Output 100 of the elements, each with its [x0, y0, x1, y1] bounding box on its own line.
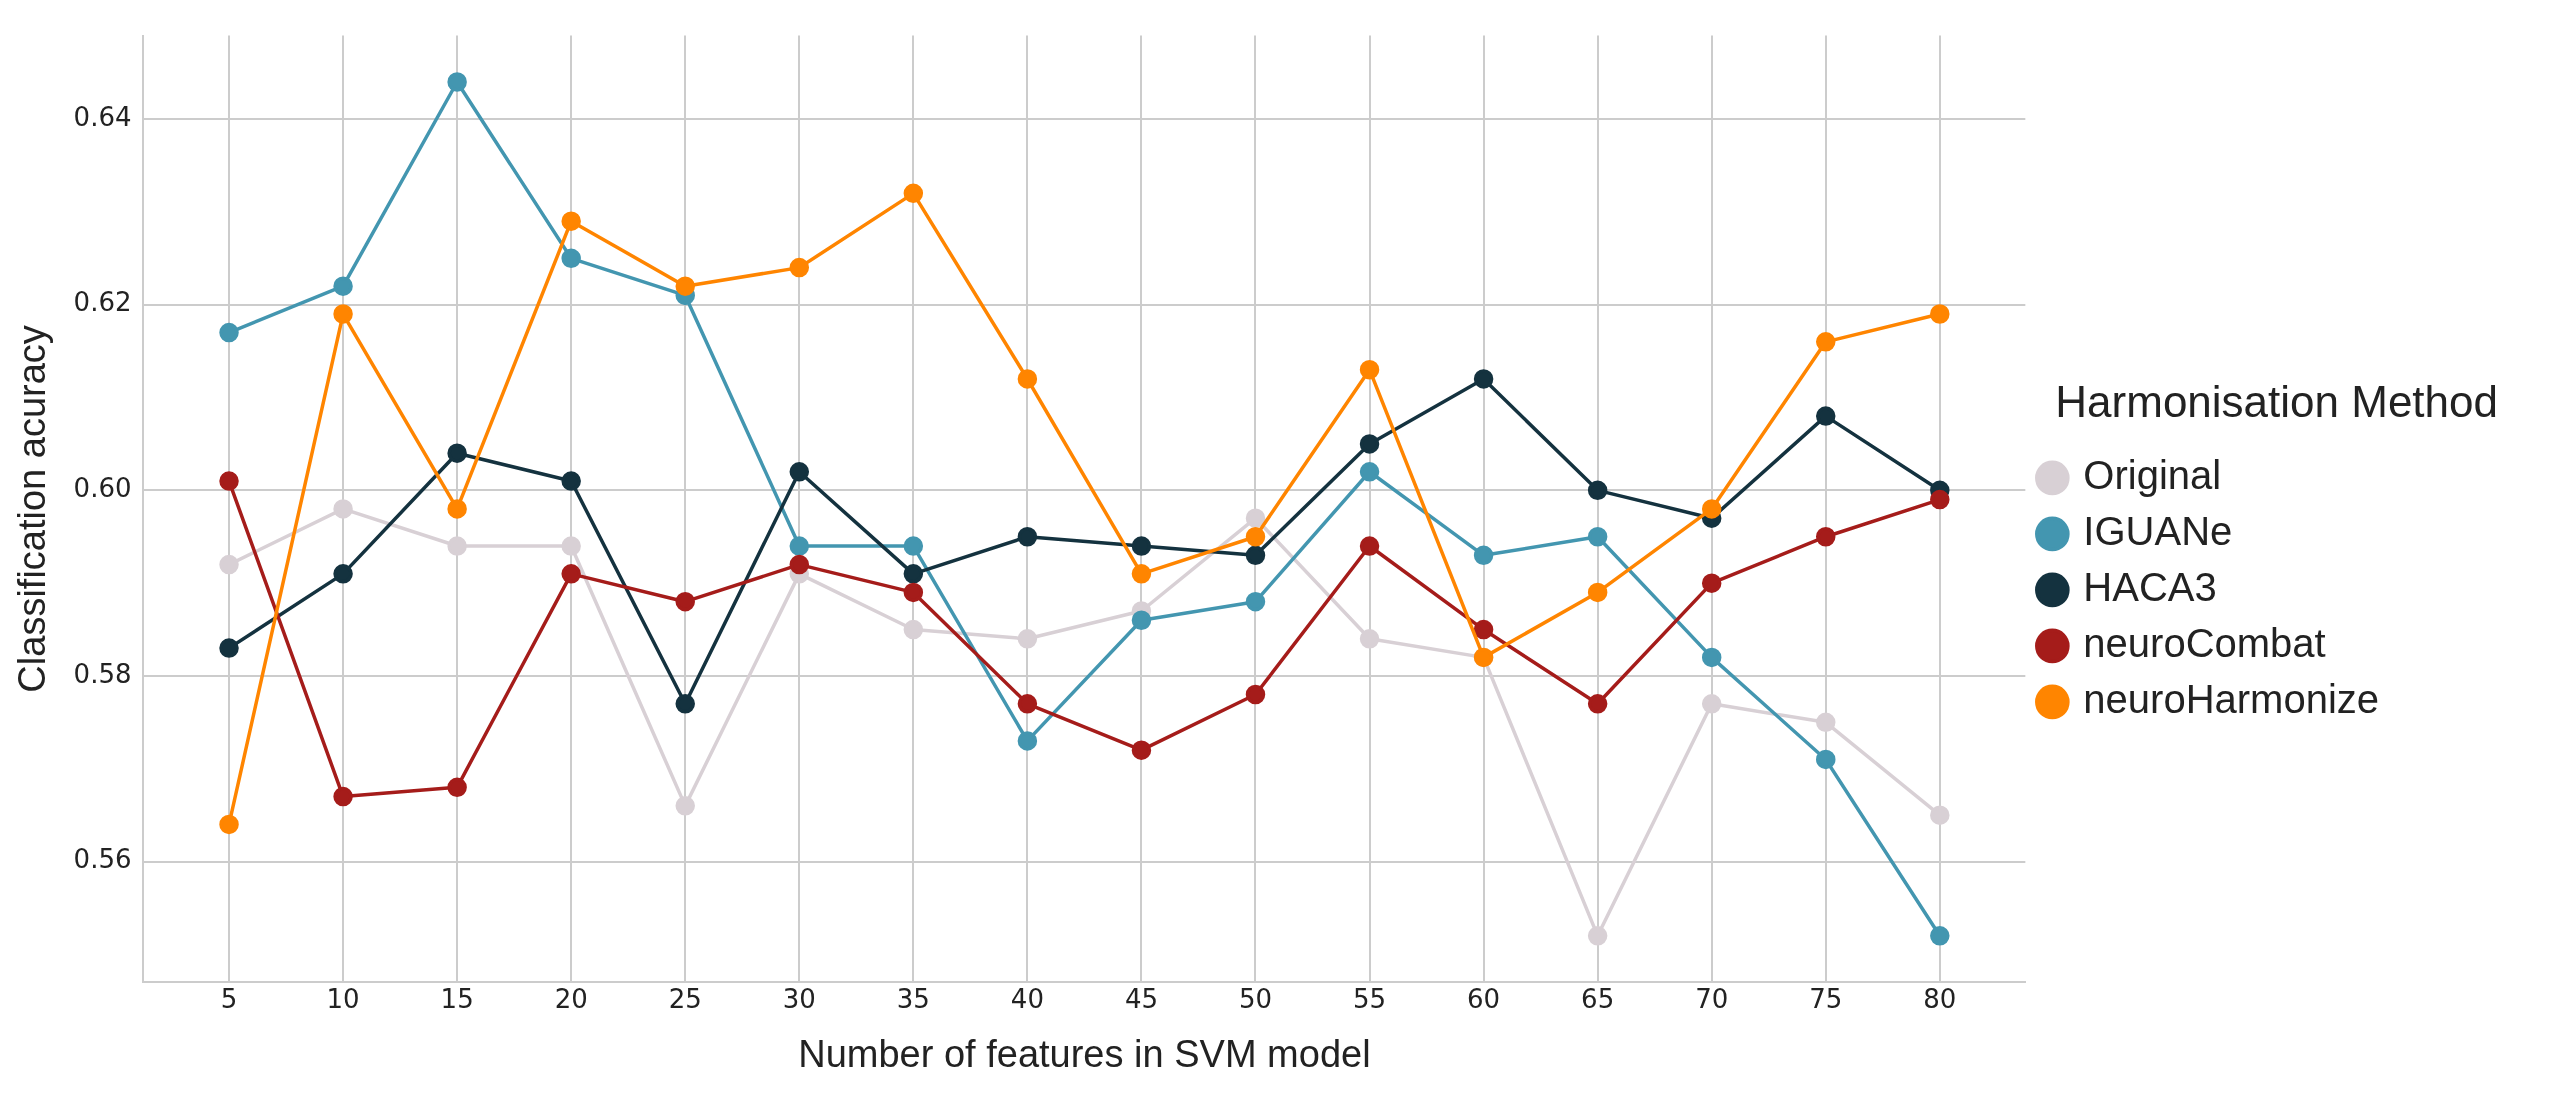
point	[333, 564, 353, 584]
point	[333, 276, 353, 296]
point	[447, 777, 467, 798]
point	[561, 248, 581, 269]
x-tick-label: 50	[1238, 983, 1273, 1014]
point	[1587, 926, 1608, 946]
legend-label: IGUANe	[2083, 508, 2233, 553]
x-tick-label: 40	[1010, 983, 1044, 1014]
point	[1131, 740, 1152, 760]
point	[1587, 480, 1608, 501]
x-tick-label: 15	[440, 983, 474, 1014]
point	[903, 183, 924, 204]
point	[1017, 629, 1038, 649]
point	[903, 619, 924, 640]
x-tick-label: 45	[1124, 983, 1158, 1014]
x-tick-label: 30	[782, 983, 816, 1014]
point	[903, 582, 924, 603]
point	[1245, 545, 1266, 566]
point	[1017, 731, 1038, 751]
y-tick-label: 0.58	[73, 658, 132, 689]
x-tick-label: 20	[554, 983, 588, 1014]
point	[447, 443, 467, 463]
y-tick-label: 0.56	[73, 844, 132, 875]
point	[1473, 369, 1494, 389]
point	[1701, 647, 1722, 668]
y-axis-title: Classification acuracy	[11, 325, 54, 693]
point	[1816, 749, 1836, 770]
x-tick-label: 25	[668, 983, 702, 1014]
point	[219, 322, 239, 343]
point	[675, 694, 695, 714]
x-tick-label: 75	[1809, 983, 1843, 1014]
point	[1930, 926, 1950, 946]
point	[1017, 694, 1038, 714]
point	[1245, 591, 1266, 612]
point	[903, 536, 924, 556]
point	[1131, 536, 1152, 556]
point	[1245, 508, 1266, 528]
point	[675, 796, 695, 816]
legend-label: neuroCombat	[2083, 620, 2326, 665]
x-axis-title: Number of features in SVM model	[798, 1032, 1371, 1075]
point	[1245, 684, 1266, 705]
point	[1131, 610, 1152, 631]
point	[1816, 712, 1836, 733]
point	[447, 72, 467, 92]
x-tick-label: 5	[220, 983, 238, 1014]
point	[1587, 582, 1608, 603]
point	[561, 564, 581, 584]
point	[1359, 434, 1380, 454]
point	[219, 554, 239, 575]
point	[789, 462, 810, 482]
point	[1701, 573, 1722, 593]
point	[675, 591, 695, 612]
point	[561, 471, 581, 491]
point	[1701, 499, 1722, 519]
point	[1359, 462, 1380, 482]
x-tick-label: 80	[1923, 983, 1957, 1014]
x-tick-label: 55	[1352, 983, 1387, 1014]
point	[333, 786, 353, 807]
legend-title: Harmonisation Method	[2055, 377, 2498, 427]
point	[333, 304, 353, 324]
x-tick-label: 10	[326, 983, 360, 1014]
point	[789, 536, 810, 556]
point	[1245, 526, 1266, 547]
point	[1017, 526, 1038, 547]
point	[1359, 629, 1380, 649]
point	[1131, 564, 1152, 584]
legend-label: Original	[2083, 452, 2222, 497]
point	[1473, 619, 1494, 640]
point	[447, 499, 467, 519]
point	[1816, 526, 1836, 547]
y-tick-label: 0.64	[73, 101, 132, 132]
x-tick-label: 65	[1581, 983, 1615, 1014]
point	[1359, 536, 1380, 556]
point	[675, 276, 695, 296]
point	[219, 638, 239, 658]
point	[789, 554, 810, 575]
x-tick-label: 35	[896, 983, 930, 1014]
y-tick-label: 0.60	[73, 473, 132, 504]
point	[219, 471, 239, 491]
point	[1587, 694, 1608, 714]
point	[1587, 526, 1608, 547]
point	[561, 536, 581, 556]
point	[1816, 406, 1836, 426]
point	[1930, 304, 1950, 324]
point	[1930, 489, 1950, 510]
legend-label: neuroHarmonize	[2083, 676, 2380, 721]
point	[1473, 545, 1494, 566]
point	[1816, 332, 1836, 352]
point	[333, 499, 353, 519]
x-tick-label: 60	[1467, 983, 1501, 1014]
x-tick-label: 70	[1695, 983, 1729, 1014]
point	[219, 814, 239, 835]
point	[1930, 805, 1950, 825]
point	[1359, 359, 1380, 380]
point	[1701, 694, 1722, 714]
point	[561, 211, 581, 231]
point	[1017, 369, 1038, 389]
point	[903, 564, 924, 584]
point	[447, 536, 467, 556]
y-tick-label: 0.62	[73, 287, 132, 318]
